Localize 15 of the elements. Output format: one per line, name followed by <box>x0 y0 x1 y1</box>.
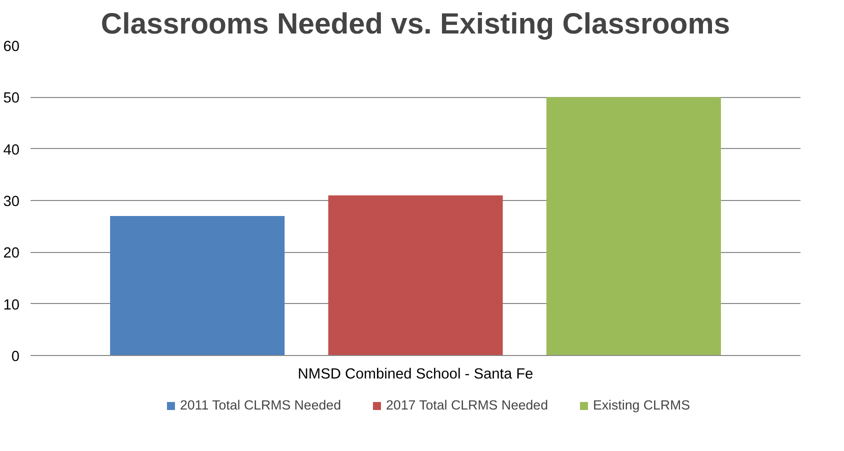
y-tick-label: 0 <box>11 349 20 365</box>
y-tick-label: 50 <box>3 90 20 107</box>
bar <box>328 195 503 356</box>
x-tick-label: NMSD Combined School - Santa Fe <box>298 366 534 382</box>
y-tick-label: 30 <box>3 194 20 210</box>
y-tick-label: 10 <box>3 297 20 314</box>
legend-label: 2017 Total CLRMS Needed <box>386 398 548 412</box>
chart-title: Classrooms Needed vs. Existing Classrooms <box>100 8 730 40</box>
y-tick-label: 40 <box>3 142 20 158</box>
y-tick-label: 20 <box>3 246 20 262</box>
legend-label: 2011 Total CLRMS Needed <box>180 398 341 412</box>
bar <box>546 97 721 356</box>
y-tick-label: 60 <box>3 39 20 55</box>
bar <box>110 216 285 356</box>
legend-label: Existing CLRMS <box>593 398 690 412</box>
